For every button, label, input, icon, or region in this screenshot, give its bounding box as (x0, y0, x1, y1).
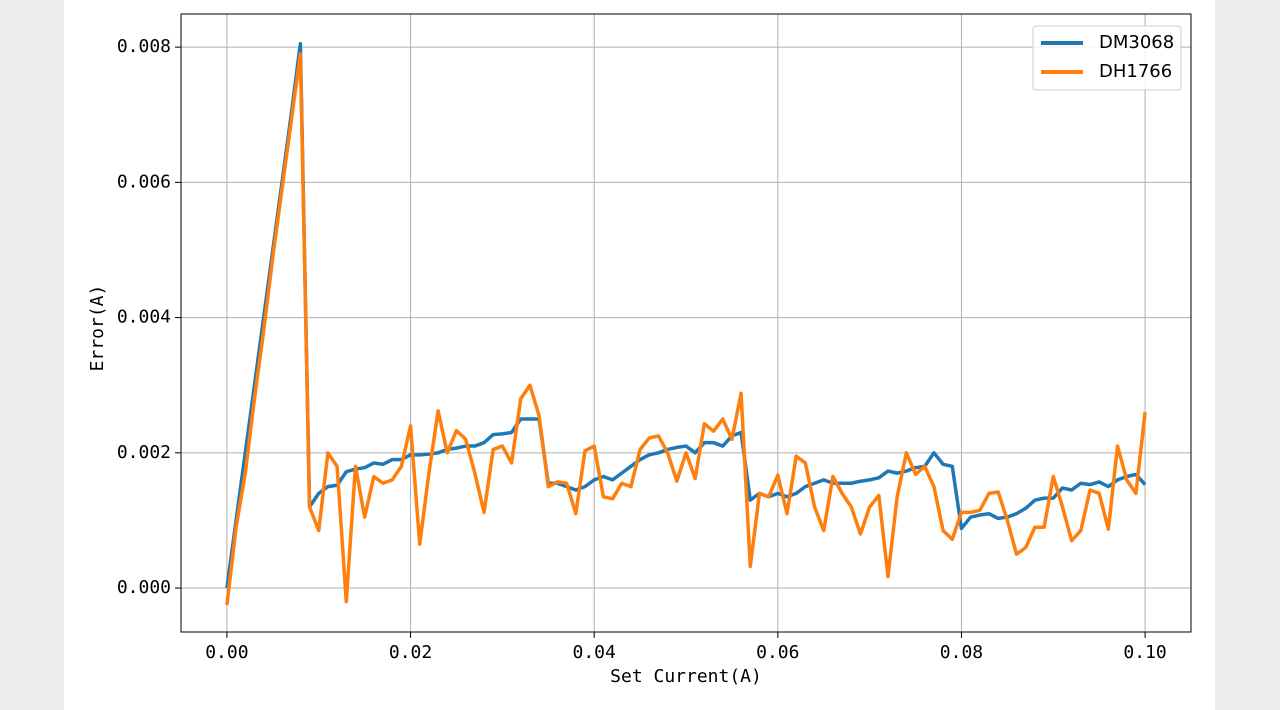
legend-label: DM3068 (1099, 32, 1174, 53)
x-tick-label: 0.02 (389, 642, 432, 663)
x-tick-label: 0.06 (756, 642, 799, 663)
series-line (225, 52, 1147, 606)
x-tick-label: 0.00 (205, 642, 248, 663)
plot-frame (180, 13, 1192, 633)
x-tick-label: 0.04 (573, 642, 616, 663)
y-tick-label: 0.002 (117, 442, 171, 463)
series-line (225, 42, 1147, 589)
legend: DM3068 DH1766 (1032, 25, 1182, 91)
legend-label: DH1766 (1099, 61, 1172, 82)
y-tick-label: 0.004 (117, 307, 171, 328)
x-tick-label: 0.10 (1123, 642, 1166, 663)
y-tick-label: 0.006 (117, 171, 171, 192)
ticks: 0.00 0.02 0.04 0.06 0.08 0.10 0.000 0.002 0.004 0… (117, 36, 1167, 663)
lines (225, 42, 1147, 606)
chart: 0.00 0.02 0.04 0.06 0.08 0.10 0.000 0.002 0.004 0… (87, 13, 1192, 687)
y-axis-label: Error(A) (87, 285, 108, 372)
figure: 0.00 0.02 0.04 0.06 0.08 0.10 0.000 0.002 0.004 0… (64, 0, 1215, 710)
grid (181, 14, 1191, 632)
y-tick-label: 0.008 (117, 36, 171, 57)
y-tick-label: 0.000 (117, 577, 171, 598)
x-tick-label: 0.08 (940, 642, 983, 663)
x-axis-label: Set Current(A) (610, 666, 762, 687)
